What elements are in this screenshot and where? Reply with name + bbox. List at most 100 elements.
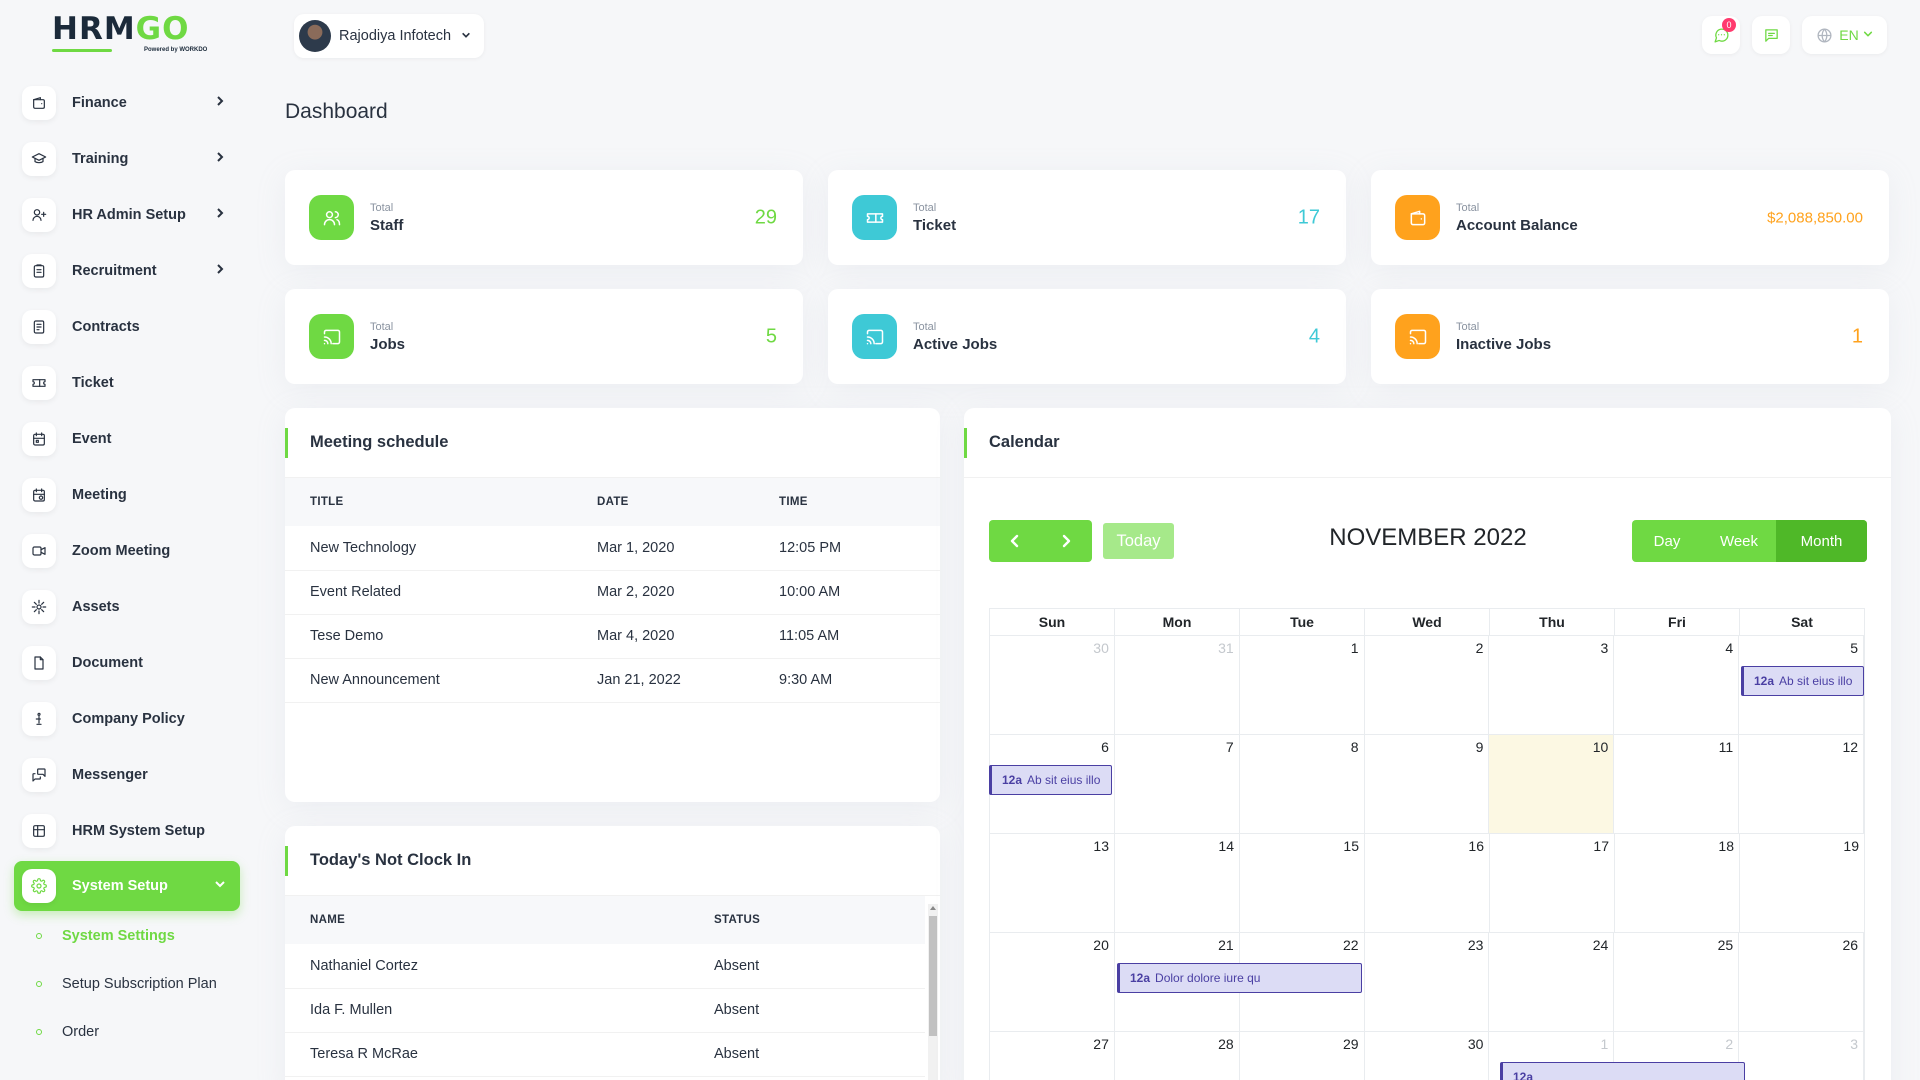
subnav-item-label: Setup Subscription Plan [62,976,217,992]
stat-value: 1 [1851,325,1863,347]
calendar-day-cell[interactable]: 14 [1115,834,1240,932]
calendar-day-cell[interactable]: 19 [1740,834,1864,932]
chevron-down-icon [1863,26,1873,44]
chevron-right-icon [214,262,226,280]
next-month-button[interactable] [1041,520,1093,562]
users-icon [309,195,354,240]
calendar-event[interactable]: 12a Ab sit eius illo [989,765,1112,795]
calendar-day-cell[interactable]: 11 [1614,735,1740,833]
calendar-day-cell[interactable]: 24 [1489,933,1615,1031]
view-week-button[interactable]: Week [1719,532,1759,550]
sidebar-item-hr-admin-setup[interactable]: HR Admin Setup [14,187,240,243]
sidebar-item-label: System Setup [72,878,168,894]
calendar-day-cell[interactable]: 31 [1115,636,1240,734]
sidebar-item-messenger[interactable]: Messenger [14,747,240,803]
calendar-week-row: 20 21 22 23 24 25 26 12a Dolor dolore iure qu [989,933,1865,1032]
calendar-day-cell[interactable]: 15 [1240,834,1365,932]
calendar-day-cell[interactable]: 3 [1739,1032,1865,1080]
calendar-day-cell[interactable]: 20 [990,933,1115,1031]
day-number: 12 [1842,739,1859,755]
table-icon [33,825,45,837]
calendar-day-cell[interactable]: 27 [990,1032,1115,1080]
calendar-day-cell[interactable]: 22 [1240,933,1365,1031]
view-month-button[interactable]: Month [1776,520,1867,562]
graduation-cap-icon [31,153,47,164]
sidebar-item-company-policy[interactable]: Company Policy [14,691,240,747]
sidebar-item-label: Training [72,151,129,167]
wallet-icon [1410,210,1425,225]
calendar-event[interactable]: 12a Ab sit eius illo [1741,666,1864,696]
calendar-day-cell[interactable]: 7 [1115,735,1240,833]
calendar-day-cell[interactable]: 8 [1240,735,1365,833]
table-cell: Tese Demo [285,614,572,659]
day-number: 3 [1600,640,1609,656]
scrollbar[interactable] [928,904,938,1080]
messages-button[interactable] [1752,16,1790,54]
sidebar-item-event[interactable]: Event [14,411,240,467]
sidebar-item-ticket[interactable]: Ticket [14,355,240,411]
calendar-day-cell[interactable]: 2 [1614,1032,1740,1080]
calendar-day-cell[interactable]: 30 [990,636,1115,734]
calendar-day-cell[interactable]: 12 [1739,735,1865,833]
today-button[interactable]: Today [1103,523,1174,559]
calendar-day-cell[interactable]: 29 [1240,1032,1365,1080]
calendar-day-cell[interactable]: 13 [990,834,1115,932]
sidebar-item-hrm-system-setup[interactable]: HRM System Setup [14,803,240,859]
bullet-icon [36,981,42,987]
calendar-event[interactable]: 12a Dolor dolore iure qu [1117,963,1362,993]
calendar-day-cell[interactable]: 28 [1115,1032,1240,1080]
calendar-day-cell[interactable]: 1 [1489,1032,1615,1080]
weekday-label: Thu [1490,609,1615,635]
sidebar-item-meeting[interactable]: Meeting [14,467,240,523]
table-cell: Ida F. Mullen [285,988,689,1033]
table-row: Event Related Mar 2, 2020 10:00 AM [285,570,940,615]
calendar-day-cell[interactable]: 23 [1365,933,1490,1031]
calendar-day-cell[interactable]: 4 [1614,636,1740,734]
company-switcher[interactable]: Rajodiya Infotech [294,14,484,58]
sidebar-item-zoom-meeting[interactable]: Zoom Meeting [14,523,240,579]
calendar-day-cell[interactable]: 1 [1240,636,1365,734]
subnav-item-system-settings[interactable]: System Settings [36,912,246,960]
stat-text: Total Active Jobs [913,321,997,353]
view-day-button[interactable]: Day [1653,532,1681,550]
stat-value: 17 [1297,206,1320,228]
calendar-day-cell[interactable]: 6 [990,735,1115,833]
calendar-nav-group [989,520,1092,562]
sidebar-item-contracts[interactable]: Contracts [14,299,240,355]
stat-value: 4 [1308,325,1320,347]
calendar-day-cell[interactable]: 3 [1489,636,1615,734]
table-cell: 10:00 AM [754,570,940,615]
calendar-day-cell[interactable]: 10 [1489,735,1615,833]
calendar-day-cell[interactable]: 30 [1365,1032,1490,1080]
language-label: EN [1839,27,1859,43]
calendar-day-cell[interactable]: 16 [1365,834,1490,932]
sidebar-item-assets[interactable]: Assets [14,579,240,635]
prev-month-button[interactable] [989,520,1041,562]
powered-by-label: Powered by WORKDO [144,47,208,53]
stat-card-account-balance: Total Account Balance $2,088,850.00 [1371,170,1889,265]
hrmgo-logo[interactable]: HRMGO Powered by WORKDO [52,11,208,53]
notification-button[interactable]: 0 [1702,16,1740,54]
calendar-day-cell[interactable]: 26 [1739,933,1865,1031]
calendar-day-cell[interactable]: 17 [1490,834,1615,932]
sidebar-item-label: Finance [72,95,127,111]
sidebar-item-document[interactable]: Document [14,635,240,691]
language-selector[interactable]: EN [1802,16,1887,54]
ticket-icon [866,212,883,223]
calendar-day-cell[interactable]: 25 [1614,933,1740,1031]
sidebar-item-recruitment[interactable]: Recruitment [14,243,240,299]
sidebar-item-training[interactable]: Training [14,131,240,187]
subnav-item-order[interactable]: Order [36,1008,246,1056]
calendar-day-cell[interactable]: 18 [1615,834,1740,932]
messages-icon [32,768,46,782]
calendar-day-cell[interactable]: 2 [1365,636,1490,734]
not-clock-in-table: NAME STATUS Nathaniel Cortez Absent Ida F.… [285,896,925,1077]
stat-value: 29 [754,206,777,228]
stat-card-jobs: Total Jobs 5 [285,289,803,384]
cast-icon [866,329,883,344]
calendar-event[interactable]: 12a [1500,1062,1745,1080]
subnav-item-setup-subscription-plan[interactable]: Setup Subscription Plan [36,960,246,1008]
sidebar-item-finance[interactable]: Finance [14,75,240,131]
sidebar-item-system-setup[interactable]: System Setup [14,861,240,911]
calendar-day-cell[interactable]: 9 [1365,735,1490,833]
